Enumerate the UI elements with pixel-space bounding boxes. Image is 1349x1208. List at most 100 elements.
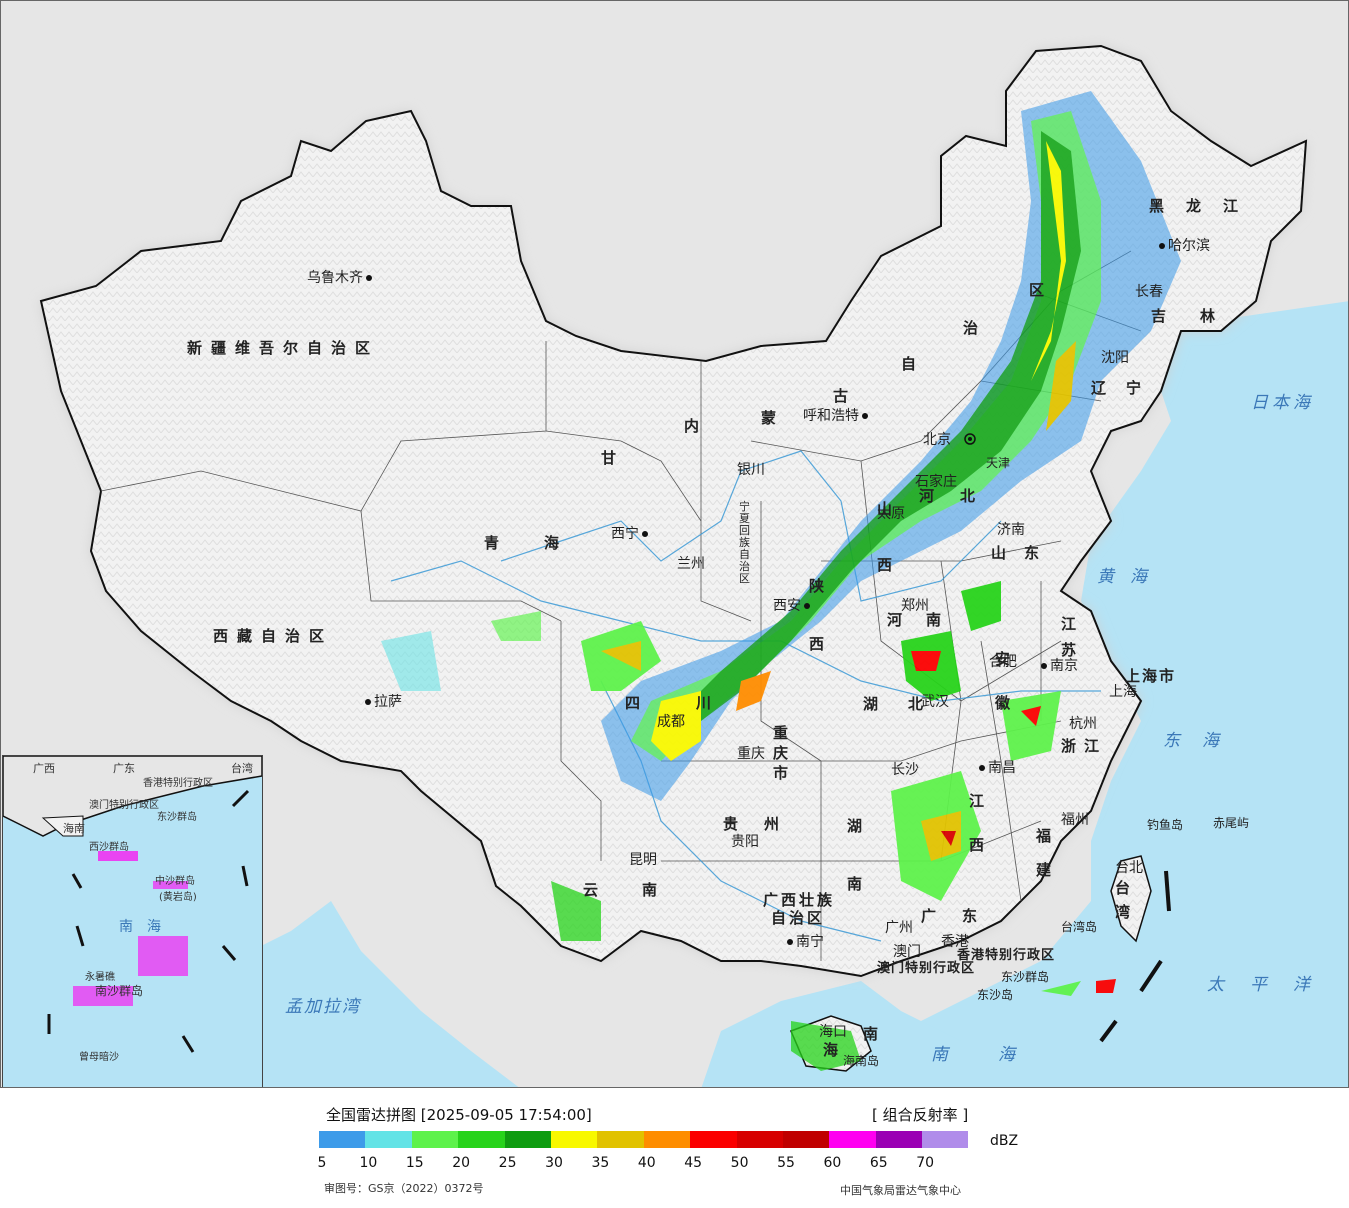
scale-tick: 15 [405,1155,424,1171]
color-scale [319,1131,969,1148]
scale-tick: 50 [730,1155,749,1171]
inset-hainan: 海南 [63,822,85,835]
scale-swatch-10 [782,1131,830,1148]
label-neimenggu-5: 治 [963,319,993,337]
label-chiwei: 赤尾屿 [1213,816,1250,830]
radar-map: 新疆维吾尔自治区 西藏自治区 青海 甘 内 蒙 古 自 治 区 黑龙江 吉林 辽… [0,0,1349,1088]
inset-hk: 香港特别行政区 [143,778,213,789]
label-anhui: 安徽 [995,650,1011,712]
city-hangzhou: 杭州 [1069,716,1097,732]
inset-yongshu: 永暑礁 [85,972,115,983]
city-xining: 西宁 [611,527,648,541]
scale-swatch-0 [319,1131,366,1148]
scale-swatch-6 [597,1131,644,1148]
label-hainan-2: 南 [863,1025,893,1043]
label-japan-sea: 日本海 [1251,393,1314,413]
city-taipei: 台北 [1115,860,1143,876]
label-hainan-dao: 海南岛 [843,1054,880,1068]
label-hunan: 湖南 [847,817,863,893]
label-diaoyu: 钓鱼岛 [1147,818,1184,832]
label-sichuan: 四川 [625,694,768,712]
city-taiyuan: 太原 [877,506,905,522]
scale-tick: 10 [359,1155,378,1171]
inset-south-sea: 南海 [119,919,175,935]
city-lanzhou: 兰州 [677,556,705,572]
city-lhasa: 拉萨 [365,695,402,709]
scale-tick: 45 [684,1155,703,1171]
city-shijiazhuang: 石家庄 [915,474,957,490]
label-dongsha-dao: 东沙岛 [977,988,1014,1002]
label-neimenggu-2: 蒙 [761,409,791,427]
scale-swatch-13 [922,1131,969,1148]
label-taiwan-2: 湾 [1115,903,1145,921]
label-hainan-1: 海 [823,1041,853,1059]
city-changchun: 长春 [1135,284,1163,300]
label-hubei: 湖北 [863,695,954,713]
label-neimenggu-4: 自 [901,355,931,373]
city-zhengzhou: 郑州 [901,598,929,614]
scale-tick: 65 [869,1155,888,1171]
inset-nansha: 南沙群岛 [95,984,144,998]
south-sea-inset: 广西 广东 台湾 香港特别行政区 澳门特别行政区 东沙群岛 海南 西沙群岛 中沙… [2,755,263,1087]
label-pacific: 太平洋 [1207,975,1336,995]
city-fuzhou: 福州 [1061,812,1089,828]
label-xizang: 西藏自治区 [213,627,334,645]
nine-dash-line [1099,870,1171,1043]
city-hefei: 合肥 [989,654,1017,670]
review-number: 审图号：GS京（2022）0372号 [324,1182,484,1195]
scale-tick: 5 [317,1155,327,1171]
scale-tick: 70 [916,1155,935,1171]
city-nanchang: 南昌 [979,761,1016,775]
scale-swatch-8 [690,1131,737,1148]
city-wuhan: 武汉 [921,694,949,710]
label-hebei: 河北 [919,487,1002,505]
inset-guangdong: 广东 [113,762,135,775]
label-south-sea: 南海 [931,1045,1065,1065]
city-yinchuan: 银川 [737,462,765,478]
label-macao-sar: 澳门特别行政区 [877,961,976,976]
label-neimenggu-3: 古 [833,387,863,405]
label-shanghai: 上海市 [1125,667,1177,685]
city-guangzhou: 广州 [885,920,913,936]
scale-tick: 20 [452,1155,471,1171]
unit-label: dBZ [990,1133,1019,1149]
label-jiangsu: 江苏 [1061,615,1077,659]
city-kunming: 昆明 [629,852,657,868]
label-guangxi-1: 广西壮族 [763,891,836,909]
label-gansu: 甘 [601,449,631,467]
label-jiangxi: 江西 [969,792,985,854]
city-macao: 澳门 [893,944,921,960]
label-neimenggu-6: 区 [1029,281,1059,299]
inset-zhongsha: 中沙群岛 [155,876,195,887]
product-name: [ 组合反射率 ] [872,1106,969,1124]
label-heilongjiang: 黑龙江 [1149,197,1261,215]
scale-swatch-5 [550,1131,598,1148]
inset-taiwan: 台湾 [231,762,253,775]
label-guizhou: 贵州 [723,815,806,833]
label-shandong: 山东 [991,544,1058,562]
label-chongqing: 重庆市 [773,724,789,782]
label-dongsha-qundao: 东沙群岛 [1001,970,1050,984]
city-hohhot: 呼和浩特 [803,409,868,423]
inset-guangxi: 广西 [33,762,55,775]
inset-zengmu: 曾母暗沙 [79,1052,119,1063]
label-guangdong: 广东 [921,907,1004,925]
beijing-marker [964,433,976,445]
scale-swatch-12 [875,1131,923,1148]
city-chongqing: 重庆 [737,746,765,762]
label-henan: 河南 [887,611,966,629]
city-nanjing: 南京 [1041,659,1078,673]
city-hongkong: 香港 [941,934,969,950]
inset-huangyan: (黄岩岛) [159,892,197,903]
pacific-sea [881,301,1348,1087]
inset-dongsha: 东沙群岛 [157,812,197,823]
scale-swatch-11 [829,1131,876,1148]
city-urumqi: 乌鲁木齐 [307,271,372,285]
label-qinghai: 青海 [484,534,605,552]
city-shenyang: 沈阳 [1101,350,1129,366]
label-yellow-sea: 黄海 [1097,567,1163,587]
city-jinan: 济南 [997,522,1025,538]
city-chengdu: 成都 [657,714,685,730]
radar-title: 全国雷达拼图 [2025-09-05 17:54:00] [326,1106,592,1124]
scale-swatch-7 [643,1131,691,1148]
